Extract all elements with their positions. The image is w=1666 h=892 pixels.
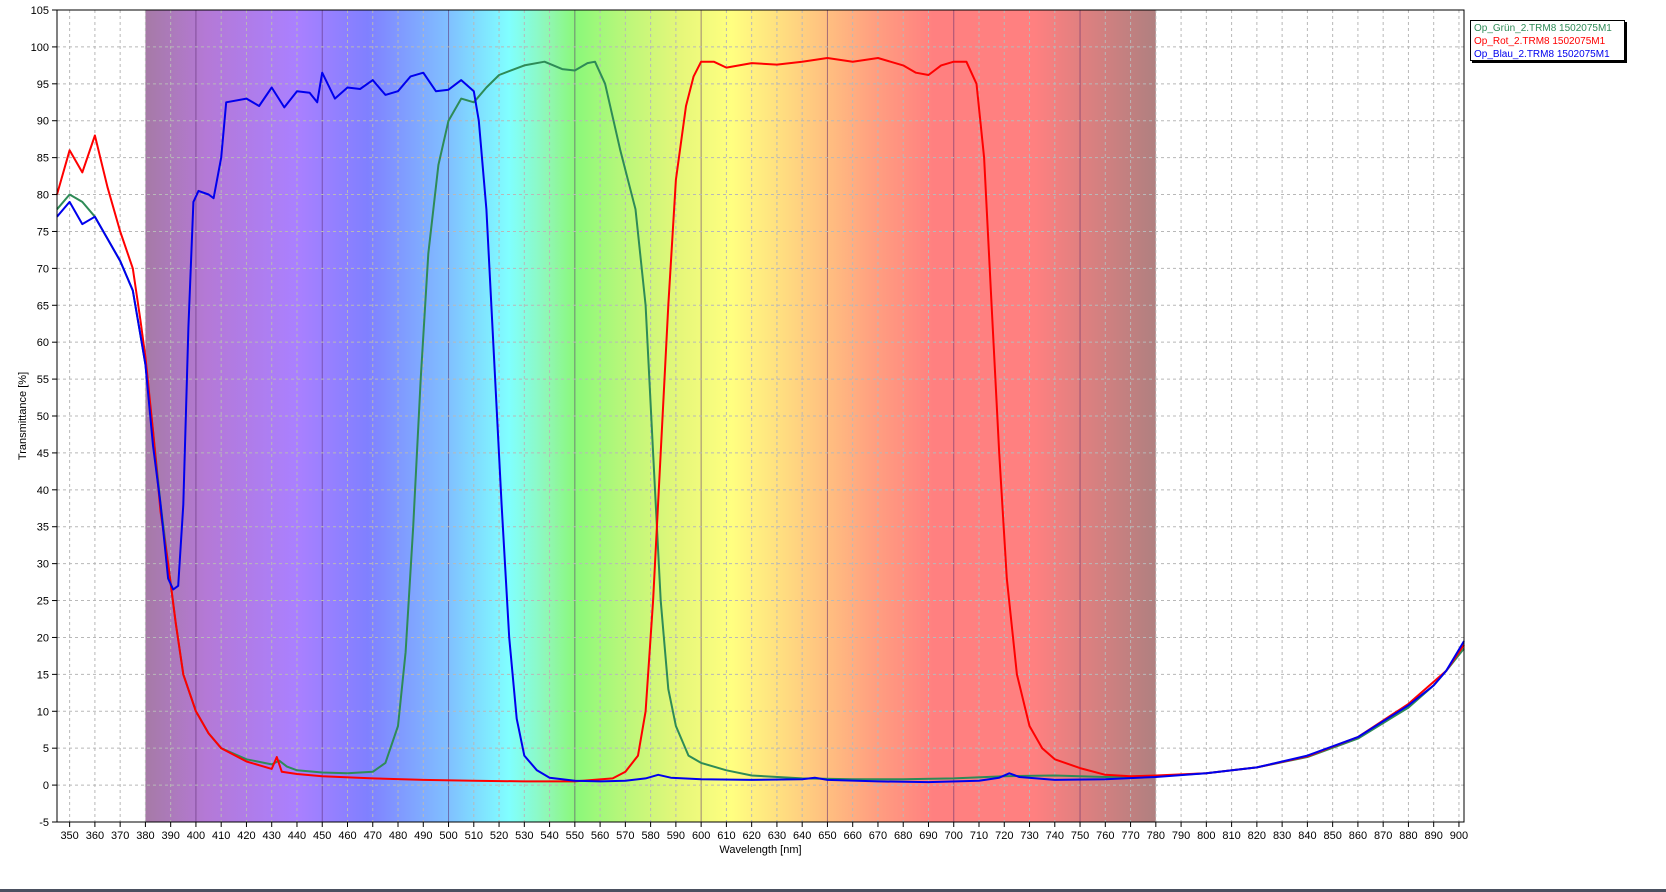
y-tick-label: 10 xyxy=(37,706,49,718)
x-tick-label: 770 xyxy=(1121,830,1139,842)
legend-entry-green: Op_Grün_2.TRM8 1502075M1 xyxy=(1474,23,1612,34)
x-tick-label: 790 xyxy=(1172,830,1190,842)
y-tick-label: 0 xyxy=(43,780,49,792)
y-tick-label: 20 xyxy=(37,632,49,644)
x-tick-label: 500 xyxy=(439,830,457,842)
x-tick-label: 690 xyxy=(919,830,937,842)
series-layer xyxy=(56,57,1465,784)
x-tick-label: 360 xyxy=(86,830,104,842)
x-tick-label: 530 xyxy=(515,830,533,842)
x-tick-label: 650 xyxy=(818,830,836,842)
y-tick-label: 80 xyxy=(37,190,49,202)
x-tick-label: 410 xyxy=(212,830,230,842)
y-tick-label: -5 xyxy=(39,817,49,829)
y-tick-label: 35 xyxy=(37,522,49,534)
x-tick-label: 730 xyxy=(1020,830,1038,842)
x-tick-label: 560 xyxy=(591,830,609,842)
y-tick-label: 90 xyxy=(37,116,49,128)
x-tick-label: 380 xyxy=(136,830,154,842)
y-tick-label: 15 xyxy=(37,669,49,681)
x-tick-label: 860 xyxy=(1349,830,1367,842)
x-tick-label: 370 xyxy=(111,830,129,842)
x-tick-label: 900 xyxy=(1450,830,1468,842)
series-line-2 xyxy=(56,71,1465,784)
y-tick-label: 50 xyxy=(37,411,49,423)
x-axis-title: Wavelength [nm] xyxy=(719,844,801,856)
y-tick-label: 85 xyxy=(37,153,49,165)
x-tick-label: 850 xyxy=(1323,830,1341,842)
y-axis-title: Transmittance [%] xyxy=(17,372,29,460)
y-tick-label: 55 xyxy=(37,374,49,386)
x-tick-label: 430 xyxy=(263,830,281,842)
x-tick-label: 490 xyxy=(414,830,432,842)
x-tick-label: 870 xyxy=(1374,830,1392,842)
y-tick-label: 65 xyxy=(37,300,49,312)
x-tick-label: 630 xyxy=(768,830,786,842)
x-tick-label: 570 xyxy=(616,830,634,842)
x-tick-label: 700 xyxy=(945,830,963,842)
legend-entry-red: Op_Rot_2.TRM8 1502075M1 xyxy=(1474,36,1606,47)
x-tick-label: 890 xyxy=(1425,830,1443,842)
x-tick-label: 600 xyxy=(692,830,710,842)
x-tick-label: 640 xyxy=(793,830,811,842)
y-tick-label: 75 xyxy=(37,226,49,238)
x-tick-label: 470 xyxy=(364,830,382,842)
y-tick-label: 100 xyxy=(31,42,49,54)
x-tick-label: 840 xyxy=(1298,830,1316,842)
x-tick-label: 660 xyxy=(844,830,862,842)
x-tick-label: 880 xyxy=(1399,830,1417,842)
x-tick-label: 620 xyxy=(742,830,760,842)
legend: Op_Grün_2.TRM8 1502075M1 Op_Rot_2.TRM8 1… xyxy=(1470,20,1625,61)
x-tick-label: 440 xyxy=(288,830,306,842)
x-tick-label: 720 xyxy=(995,830,1013,842)
y-tick-label: 25 xyxy=(37,596,49,608)
x-tick-label: 680 xyxy=(894,830,912,842)
x-tick-label: 760 xyxy=(1096,830,1114,842)
y-tick-label: 60 xyxy=(37,337,49,349)
x-tick-label: 610 xyxy=(717,830,735,842)
y-tick-label: 30 xyxy=(37,559,49,571)
window-bottom-edge xyxy=(0,889,1666,892)
x-tick-label: 780 xyxy=(1147,830,1165,842)
legend-entry-blue: Op_Blau_2.TRM8 1502075M1 xyxy=(1474,49,1610,60)
axes: 350 360 370 380 390 400 410 420 430 440 450 460 470 4… xyxy=(31,5,1468,842)
x-tick-label: 670 xyxy=(869,830,887,842)
x-tick-label: 350 xyxy=(60,830,78,842)
x-tick-label: 520 xyxy=(490,830,508,842)
x-tick-label: 580 xyxy=(641,830,659,842)
x-tick-label: 450 xyxy=(313,830,331,842)
series-line-1 xyxy=(56,57,1465,783)
x-tick-label: 390 xyxy=(161,830,179,842)
y-tick-label: 95 xyxy=(37,79,49,91)
x-tick-label: 510 xyxy=(465,830,483,842)
x-tick-label: 550 xyxy=(566,830,584,842)
x-tick-label: 710 xyxy=(970,830,988,842)
x-tick-label: 750 xyxy=(1071,830,1089,842)
y-tick-label: 70 xyxy=(37,263,49,275)
x-tick-label: 480 xyxy=(389,830,407,842)
x-tick-label: 810 xyxy=(1222,830,1240,842)
y-tick-label: 105 xyxy=(31,5,49,17)
x-tick-label: 540 xyxy=(540,830,558,842)
x-tick-label: 830 xyxy=(1273,830,1291,842)
x-tick-label: 820 xyxy=(1248,830,1266,842)
y-tick-label: 5 xyxy=(43,743,49,755)
x-tick-label: 740 xyxy=(1046,830,1064,842)
x-tick-label: 420 xyxy=(237,830,255,842)
y-tick-label: 40 xyxy=(37,485,49,497)
x-tick-label: 460 xyxy=(338,830,356,842)
y-tick-label: 45 xyxy=(37,448,49,460)
x-tick-label: 590 xyxy=(667,830,685,842)
x-tick-label: 400 xyxy=(187,830,205,842)
x-tick-label: 800 xyxy=(1197,830,1215,842)
